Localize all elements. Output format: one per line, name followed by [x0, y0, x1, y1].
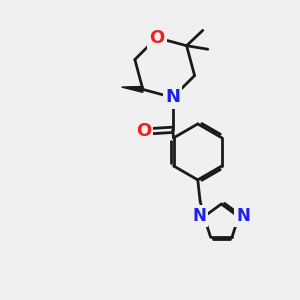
Text: O: O — [149, 29, 164, 47]
Text: N: N — [193, 207, 206, 225]
Text: N: N — [165, 88, 180, 106]
Polygon shape — [122, 86, 143, 92]
Text: O: O — [136, 122, 151, 140]
Text: N: N — [236, 207, 250, 225]
